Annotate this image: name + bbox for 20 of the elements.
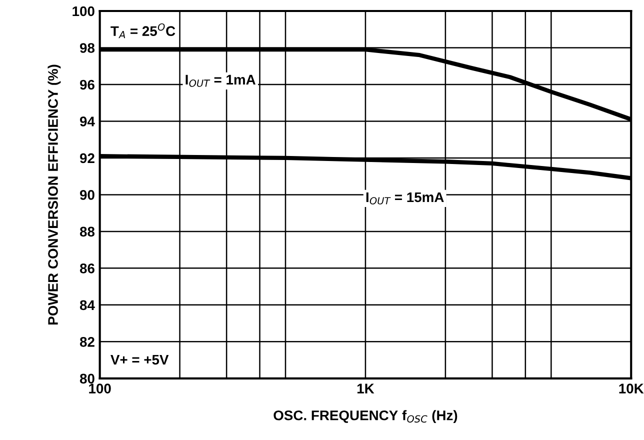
y-axis-title: POWER CONVERSION EFFICIENCY (%): [48, 64, 61, 324]
x-tick-label: 100: [89, 384, 111, 394]
annotation: V+ = +5V: [110, 354, 169, 365]
x-axis-title: OSC. FREQUENCY f$_{OSC}$ (Hz): [274, 410, 458, 424]
x-tick-label: 1K: [357, 384, 374, 394]
y-tick-label: 94: [80, 116, 95, 126]
y-tick-label: 98: [80, 43, 95, 53]
y-tick-label: 96: [80, 80, 94, 90]
y-tick-label: 80: [80, 374, 94, 384]
y-tick-label: 86: [80, 264, 94, 274]
x-tick-label: 10K: [619, 384, 644, 394]
text: I$_{OUT}$ = 15mA: [366, 192, 444, 204]
y-tick-label: 92: [80, 153, 94, 164]
y-tick-label: 84: [80, 300, 95, 310]
y-tick-label: 88: [80, 226, 95, 237]
annotation: T$_{A}$ = 25$^{O}$C: [110, 23, 176, 38]
y-tick-label: 82: [80, 336, 94, 347]
y-tick-label: 100: [72, 6, 94, 16]
y-tick-label: 90: [80, 190, 94, 200]
series-label: I$_{OUT}$ = 1mA: [186, 74, 256, 87]
